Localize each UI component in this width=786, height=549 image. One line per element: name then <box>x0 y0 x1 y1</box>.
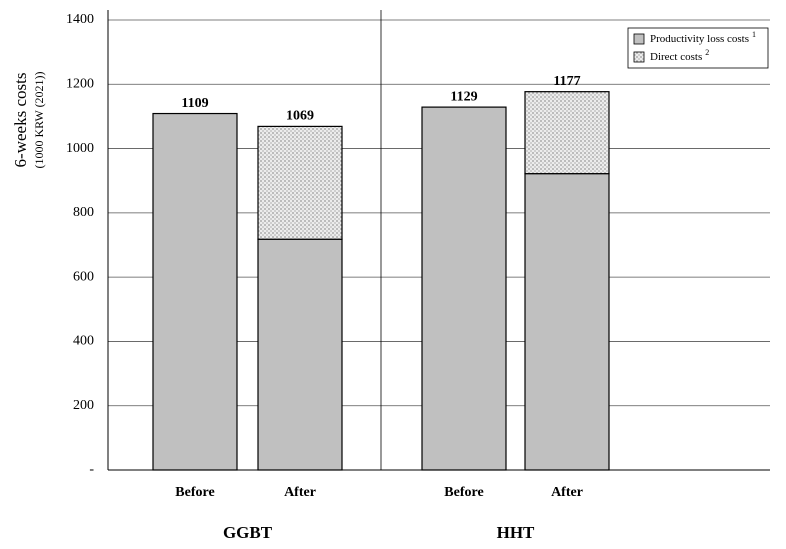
legend-box <box>627 27 769 69</box>
x-tick-label: After <box>551 485 583 500</box>
y-axis-label: 6-weeks costs <box>11 73 30 168</box>
x-tick-label: After <box>284 485 316 500</box>
value-label: 1129 <box>450 89 477 104</box>
x-tick-label: Before <box>175 485 214 500</box>
y-tick-label: 1400 <box>66 12 94 27</box>
x-tick-label: Before <box>444 485 483 500</box>
legend-swatch <box>633 51 645 63</box>
bar-segment <box>524 91 610 175</box>
legend-label: Productivity loss costs 1 <box>650 30 756 45</box>
legend-swatch <box>633 33 645 45</box>
bar-segment <box>257 125 343 240</box>
y-tick-label: 200 <box>73 398 94 413</box>
bar-segment <box>524 173 610 471</box>
group-label: GGBT <box>223 523 273 542</box>
legend-superscript: 1 <box>752 30 756 39</box>
y-tick-label: 800 <box>73 205 94 220</box>
legend-label: Direct costs 2 <box>650 48 709 63</box>
y-tick-label: 400 <box>73 334 94 349</box>
legend-superscript: 2 <box>705 48 709 57</box>
legend-name: Direct costs <box>650 51 702 63</box>
y-tick-label: 1000 <box>66 141 94 156</box>
total-label: 1069 <box>286 109 314 124</box>
group-label: HHT <box>497 523 535 542</box>
y-tick-label: - <box>89 462 94 477</box>
total-label: 1177 <box>553 74 580 89</box>
legend-name: Productivity loss costs <box>650 33 749 45</box>
y-tick-label: 600 <box>73 269 94 284</box>
bar-segment <box>152 112 238 471</box>
bar-segment <box>257 238 343 471</box>
bar-segment <box>421 106 507 471</box>
y-axis-sublabel: (1000 KRW (2021)) <box>32 71 46 168</box>
value-label: 1109 <box>181 96 208 111</box>
y-tick-label: 1200 <box>66 77 94 92</box>
